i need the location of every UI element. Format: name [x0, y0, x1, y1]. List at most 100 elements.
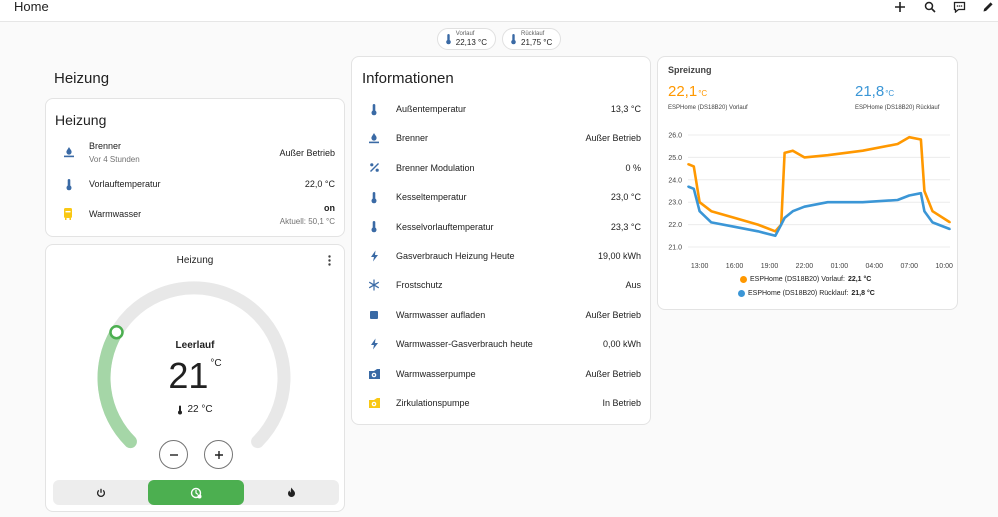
info-name: Brenner Modulation: [396, 162, 475, 173]
data-point: [920, 138, 922, 141]
card-title: Heizung: [176, 255, 214, 266]
x-tick-label: 07:00: [900, 263, 918, 270]
data-point: [757, 223, 759, 226]
decrease-temperature-button[interactable]: [159, 440, 188, 469]
info-row[interactable]: Brenner Außer Betrieb: [352, 130, 650, 148]
badge-ruecklauf[interactable]: Rücklauf 21,75 °C: [502, 28, 562, 50]
hvac-action: Leerlauf: [175, 340, 215, 351]
info-value: Aus: [625, 280, 641, 291]
info-row[interactable]: Kesseltemperatur 23,0 °C: [352, 189, 650, 207]
vorlauf-label: ESPHome (DS18B20) Vorlauf: [668, 105, 748, 111]
info-row[interactable]: Außentemperatur 13,3 °C: [352, 101, 650, 119]
info-row[interactable]: Brenner Modulation 0 %: [352, 160, 650, 178]
entity-state: on: [324, 203, 335, 213]
card-title: Informationen: [362, 70, 454, 87]
plus-icon: [214, 450, 223, 459]
data-point: [861, 149, 864, 152]
square-icon: [367, 308, 381, 322]
heizung-entities-card: Heizung Brenner Vor 4 Stunden Außer Betr…: [45, 98, 345, 237]
search-button[interactable]: [922, 0, 938, 14]
thermostat-dial[interactable]: [94, 281, 294, 461]
vorlauf-value: 22,1: [668, 83, 698, 100]
mode-auto-button[interactable]: [148, 480, 244, 505]
entity-row-brenner[interactable]: Brenner Vor 4 Stunden Außer Betrieb: [46, 139, 344, 167]
dots-vertical-icon: [327, 254, 331, 266]
top-app-bar: Home: [0, 0, 998, 22]
data-point: [692, 187, 695, 190]
data-point: [733, 217, 736, 219]
info-row[interactable]: Zirkulationspumpe In Betrieb: [352, 395, 650, 413]
card-title: Spreizung: [668, 65, 712, 75]
data-point: [780, 223, 783, 226]
pump-icon: [367, 396, 381, 410]
entity-state: 22,0 °C: [304, 179, 335, 189]
thermometer-icon: [367, 190, 381, 204]
info-name: Kesselvorlauftemperatur: [396, 221, 494, 232]
vorlauf-unit: °C: [698, 89, 708, 98]
data-point: [757, 230, 759, 233]
info-value: 23,0 °C: [610, 192, 641, 203]
info-name: Warmwasser aufladen: [396, 309, 486, 320]
data-point: [791, 210, 794, 213]
page-title: Home: [14, 0, 49, 14]
edit-button[interactable]: [980, 0, 996, 14]
x-tick-label: 01:00: [831, 263, 849, 270]
badge-label: Rücklauf: [521, 31, 545, 37]
flash-icon: [367, 249, 381, 263]
data-point: [826, 201, 829, 204]
badge-value: 22,13 °C: [455, 38, 487, 47]
thermometer-icon: [62, 177, 76, 191]
info-name: Zirkulationspumpe: [396, 398, 470, 408]
entity-row-vorlauftemperatur[interactable]: Vorlauftemperatur 22,0 °C: [46, 177, 344, 193]
legend-dot: [738, 290, 745, 297]
x-tick-label: 22:00: [796, 263, 814, 270]
data-point: [791, 149, 794, 152]
entity-name: Warmwasser: [89, 209, 142, 219]
info-row[interactable]: Warmwasserpumpe Außer Betrieb: [352, 366, 650, 384]
percent-icon: [367, 161, 381, 175]
dial-active-arc: [97, 325, 137, 449]
ruecklauf-value: 21,8: [855, 83, 885, 100]
info-row[interactable]: Warmwasser-Gasverbrauch heute 0,00 kWh: [352, 336, 650, 354]
info-row[interactable]: Warmwasser aufladen Außer Betrieb: [352, 307, 650, 325]
data-point: [710, 210, 713, 213]
flash-icon: [367, 337, 381, 351]
info-value: 19,00 kWh: [597, 251, 641, 261]
legend-item-ruecklauf[interactable]: ESPHome (DS18B20) Rücklauf: 21,8 °C: [738, 290, 875, 297]
info-row[interactable]: Kesselvorlauftemperatur 23,3 °C: [352, 219, 650, 237]
ruecklauf-headline: 21,8°C: [855, 83, 894, 101]
thermometer-icon: [367, 102, 381, 116]
add-button[interactable]: [892, 0, 908, 14]
section-heading: Heizung: [54, 70, 110, 87]
hvac-mode-bar: [53, 480, 339, 505]
x-tick-label: 10:00: [935, 263, 953, 270]
y-tick-label: 26.0: [668, 133, 682, 140]
informationen-card: Informationen Außentemperatur 13,3 °C Bren…: [351, 56, 651, 425]
legend-item-vorlauf[interactable]: ESPHome (DS18B20) Vorlauf: 22,1 °C: [740, 276, 871, 283]
data-point: [949, 221, 951, 224]
assist-button[interactable]: [951, 0, 967, 14]
info-value: Außer Betrieb: [585, 309, 641, 320]
data-point: [687, 185, 689, 188]
badge-vorlauf[interactable]: Vorlauf 22,13 °C: [436, 28, 496, 50]
temperature-chart[interactable]: 26.0 25.0 24.0 23.0 22.0 21.0 13:00 16:00 19:00 2…: [658, 125, 957, 273]
x-tick-label: 19:00: [761, 263, 779, 270]
data-point: [698, 210, 701, 213]
badge-value: 21,75 °C: [521, 38, 553, 47]
legend-value: 22,1 °C: [847, 276, 872, 283]
data-point: [908, 136, 911, 139]
mode-off-button[interactable]: [53, 480, 148, 505]
info-row[interactable]: Frostschutz Aus: [352, 277, 650, 295]
info-value: 0,00 kWh: [602, 339, 641, 350]
badge-label: Vorlauf: [455, 31, 475, 37]
current-value: 22 °C: [187, 404, 213, 415]
entity-row-warmwasser[interactable]: Warmwasser on Aktuell: 50,1 °C: [46, 203, 344, 229]
water-boiler-icon: [61, 207, 75, 221]
increase-temperature-button[interactable]: [204, 440, 233, 469]
more-options-button[interactable]: [324, 253, 334, 267]
series-line-ruecklauf: [687, 185, 951, 238]
badges: Vorlauf 22,13 °C Rücklauf 21,75 °C: [0, 28, 998, 50]
x-tick-label: 04:00: [866, 263, 884, 270]
info-row[interactable]: Gasverbrauch Heizung Heute 19,00 kWh: [352, 248, 650, 266]
mode-heat-button[interactable]: [244, 480, 339, 505]
